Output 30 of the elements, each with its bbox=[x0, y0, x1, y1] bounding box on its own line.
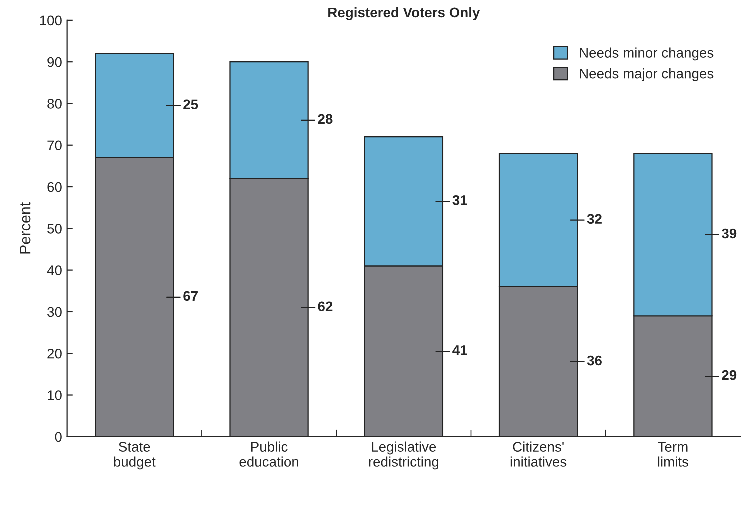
y-tick-label: 10 bbox=[48, 390, 62, 400]
data-label: 29 bbox=[722, 370, 737, 380]
y-tick-label: 30 bbox=[48, 307, 62, 318]
data-label: 36 bbox=[587, 356, 602, 366]
legend-label: Needs minor changes bbox=[580, 48, 714, 61]
x-tick-label: Citizens' initiatives bbox=[510, 442, 567, 467]
chart-title: Registered Voters Only bbox=[328, 7, 480, 20]
data-label: 62 bbox=[318, 302, 333, 312]
y-tick-label: 50 bbox=[48, 224, 62, 234]
legend-label: Needs major changes bbox=[580, 68, 714, 82]
x-tick-label: Term limits bbox=[658, 442, 689, 467]
y-tick-label: 20 bbox=[48, 348, 62, 359]
y-tick-label: 0 bbox=[55, 432, 62, 442]
y-tick-label: 70 bbox=[48, 140, 62, 151]
data-label: 31 bbox=[452, 195, 468, 206]
y-tick-label: 90 bbox=[48, 57, 62, 68]
data-label: 39 bbox=[722, 228, 737, 239]
data-label: 32 bbox=[587, 214, 602, 224]
y-tick-label: 40 bbox=[47, 266, 62, 276]
x-tick-label: State budget bbox=[114, 442, 156, 470]
x-tick-label: Public education bbox=[240, 442, 298, 467]
data-label: 28 bbox=[318, 114, 333, 124]
data-label: 25 bbox=[184, 100, 198, 110]
data-label: 41 bbox=[452, 346, 468, 356]
y-axis-title: Percent bbox=[20, 202, 31, 254]
data-label: 67 bbox=[184, 291, 198, 302]
y-tick-label: 80 bbox=[48, 99, 62, 109]
y-tick-label: 100 bbox=[40, 16, 62, 26]
y-tick-label: 60 bbox=[48, 182, 62, 192]
x-tick-label: Legislative redistricting bbox=[369, 442, 439, 470]
